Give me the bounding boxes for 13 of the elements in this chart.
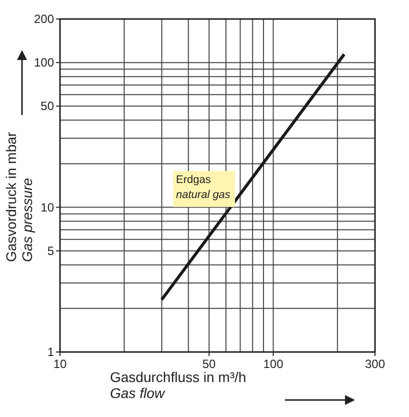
x-tick-label: 300 [364,357,386,371]
y-tick-label: 100 [34,56,54,70]
annotation: natural gas [176,189,231,201]
x-axis-title: Gasdurchfluss in m³/h Gas flow [110,369,246,401]
y-axis-title: Gasvordruck in mbar Gas pressure [3,132,35,262]
annotation: Erdgas [176,174,212,186]
y-tick-label: 200 [34,12,54,26]
x-tick-label: 100 [263,357,284,371]
x-tick-label: 50 [202,357,216,371]
y-tick-label: 1 [47,345,54,359]
y-tick-label: 50 [40,99,54,114]
y-tick-label: 10 [40,200,54,214]
y-tick-label: 5 [47,244,54,258]
